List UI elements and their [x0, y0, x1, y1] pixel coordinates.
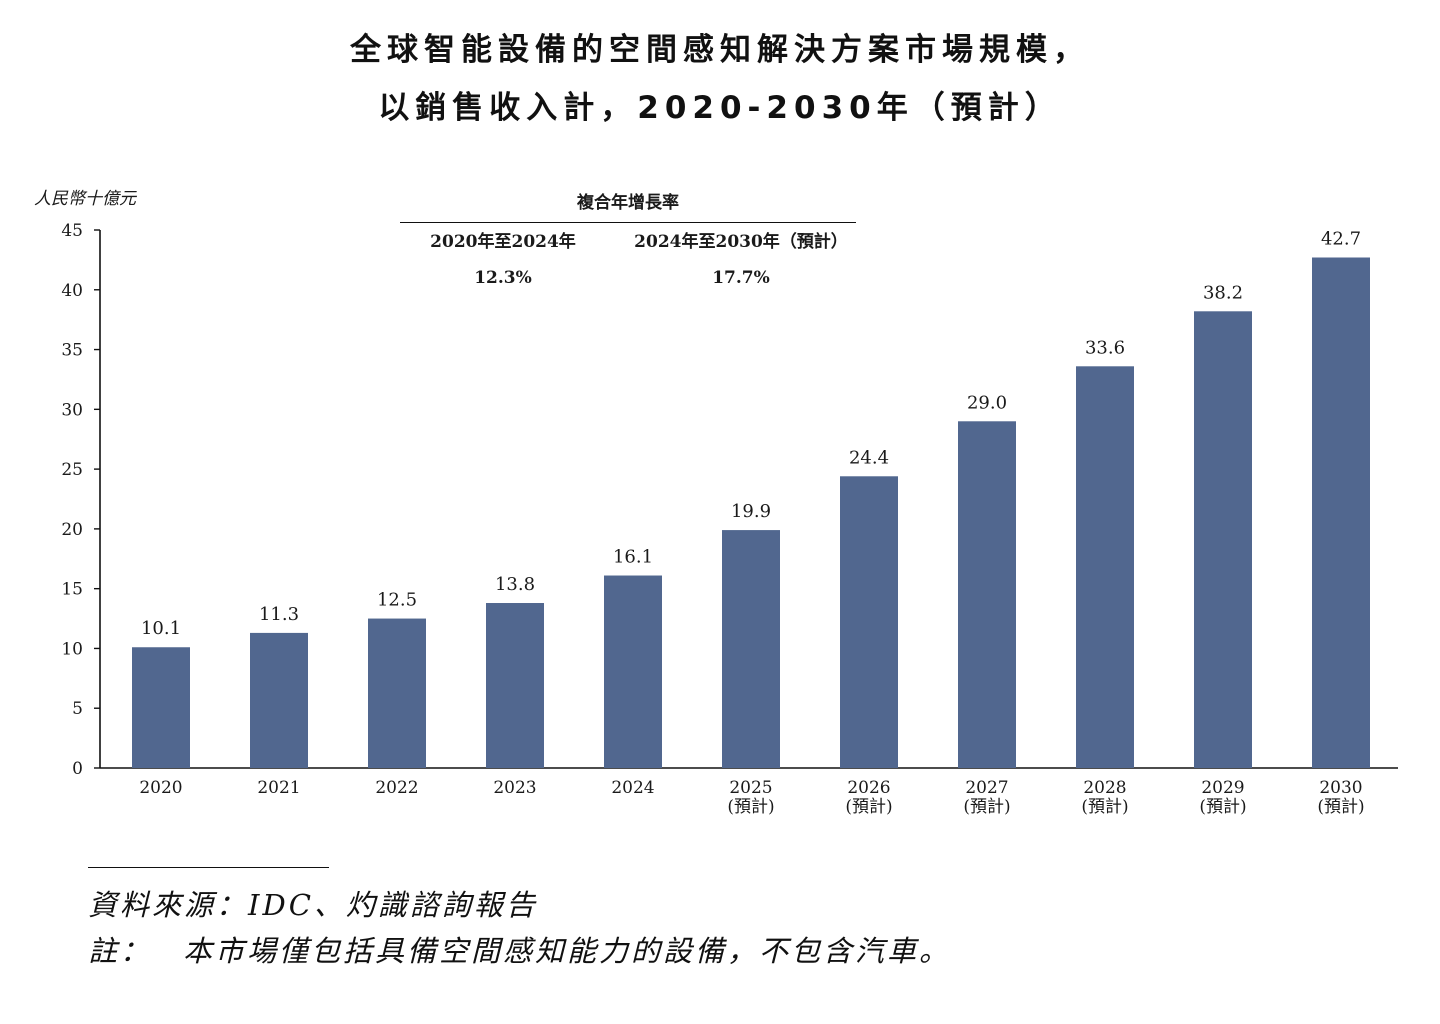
y-tick-label: 0 — [72, 759, 83, 779]
bar — [132, 647, 190, 768]
bar-value-label: 10.1 — [141, 618, 181, 639]
y-tick-label: 15 — [61, 580, 83, 600]
chart-title-line-1: 全球智能設備的空間感知解決方案市場規模， — [350, 32, 1090, 68]
bar — [604, 575, 662, 768]
bar — [486, 603, 544, 768]
x-tick-sublabel: (預計) — [845, 797, 892, 817]
cagr-rate-value: 12.3% — [474, 268, 532, 288]
chart-title-line-2: 以銷售收入計，2020-2030年（預計） — [378, 90, 1062, 126]
cagr-rate-value: 17.7% — [712, 268, 770, 288]
x-tick-label: 2028 — [1083, 778, 1126, 798]
bar — [958, 421, 1016, 768]
cagr-divider — [400, 222, 856, 223]
x-tick-label: 2022 — [375, 778, 418, 798]
cagr-column-2024-2030: 2024年至2030年（預計） 17.7% — [627, 230, 855, 290]
cagr-period-label: 2020年至2024年 — [430, 232, 576, 252]
x-tick-sublabel: (預計) — [1317, 797, 1364, 817]
x-tick-label: 2025 — [729, 778, 772, 798]
x-tick-label: 2023 — [493, 778, 536, 798]
x-tick-label: 2027 — [965, 778, 1008, 798]
bar-value-label: 29.0 — [967, 392, 1007, 413]
bar-value-label: 19.9 — [731, 501, 771, 522]
y-tick-label: 40 — [61, 281, 83, 301]
y-tick-label: 25 — [61, 460, 83, 480]
cagr-column-2020-2024: 2020年至2024年 12.3% — [389, 230, 617, 290]
y-tick-label: 35 — [61, 341, 83, 361]
source-note: 資料來源：IDC、灼識諮詢報告 — [88, 888, 538, 922]
note-text: 本市場僅包括具備空間感知能力的設備，不包含汽車。 — [183, 934, 952, 968]
x-tick-sublabel: (預計) — [1199, 797, 1246, 817]
bar — [368, 618, 426, 768]
bar-value-label: 33.6 — [1085, 337, 1125, 358]
x-tick-label: 2029 — [1201, 778, 1244, 798]
bar — [722, 530, 780, 768]
bar-value-label: 24.4 — [849, 447, 889, 468]
bar-value-label: 11.3 — [259, 604, 299, 625]
x-tick-label: 2030 — [1319, 778, 1362, 798]
y-tick-label: 45 — [61, 221, 83, 241]
cagr-period-label: 2024年至2030年（預計） — [634, 232, 848, 252]
x-tick-sublabel: (預計) — [727, 797, 774, 817]
x-tick-label: 2020 — [139, 778, 182, 798]
bar — [1312, 257, 1370, 768]
y-tick-label: 5 — [72, 699, 83, 719]
x-tick-sublabel: (預計) — [963, 797, 1010, 817]
x-tick-sublabel: (預計) — [1081, 797, 1128, 817]
y-tick-label: 10 — [61, 639, 83, 659]
x-tick-label: 2024 — [611, 778, 654, 798]
y-axis-unit-label: 人民幣十億元 — [34, 189, 136, 209]
bar — [1194, 311, 1252, 768]
bar — [250, 632, 308, 768]
bar-value-label: 38.2 — [1203, 282, 1243, 303]
note-label: 註： — [88, 934, 153, 968]
footnote: 註： 本市場僅包括具備空間感知能力的設備，不包含汽車。 — [88, 928, 951, 970]
y-tick-label: 20 — [61, 520, 83, 540]
bar-value-label: 12.5 — [377, 590, 417, 611]
bar-value-label: 16.1 — [613, 547, 653, 568]
bar — [840, 476, 898, 768]
footnote-divider — [88, 867, 329, 868]
x-tick-label: 2026 — [847, 778, 890, 798]
bar-value-label: 13.8 — [495, 574, 535, 595]
cagr-header: 複合年增長率 — [577, 193, 679, 213]
bar-value-label: 42.7 — [1321, 228, 1361, 249]
bar — [1076, 366, 1134, 768]
x-tick-label: 2021 — [257, 778, 300, 798]
y-tick-label: 30 — [61, 400, 83, 420]
